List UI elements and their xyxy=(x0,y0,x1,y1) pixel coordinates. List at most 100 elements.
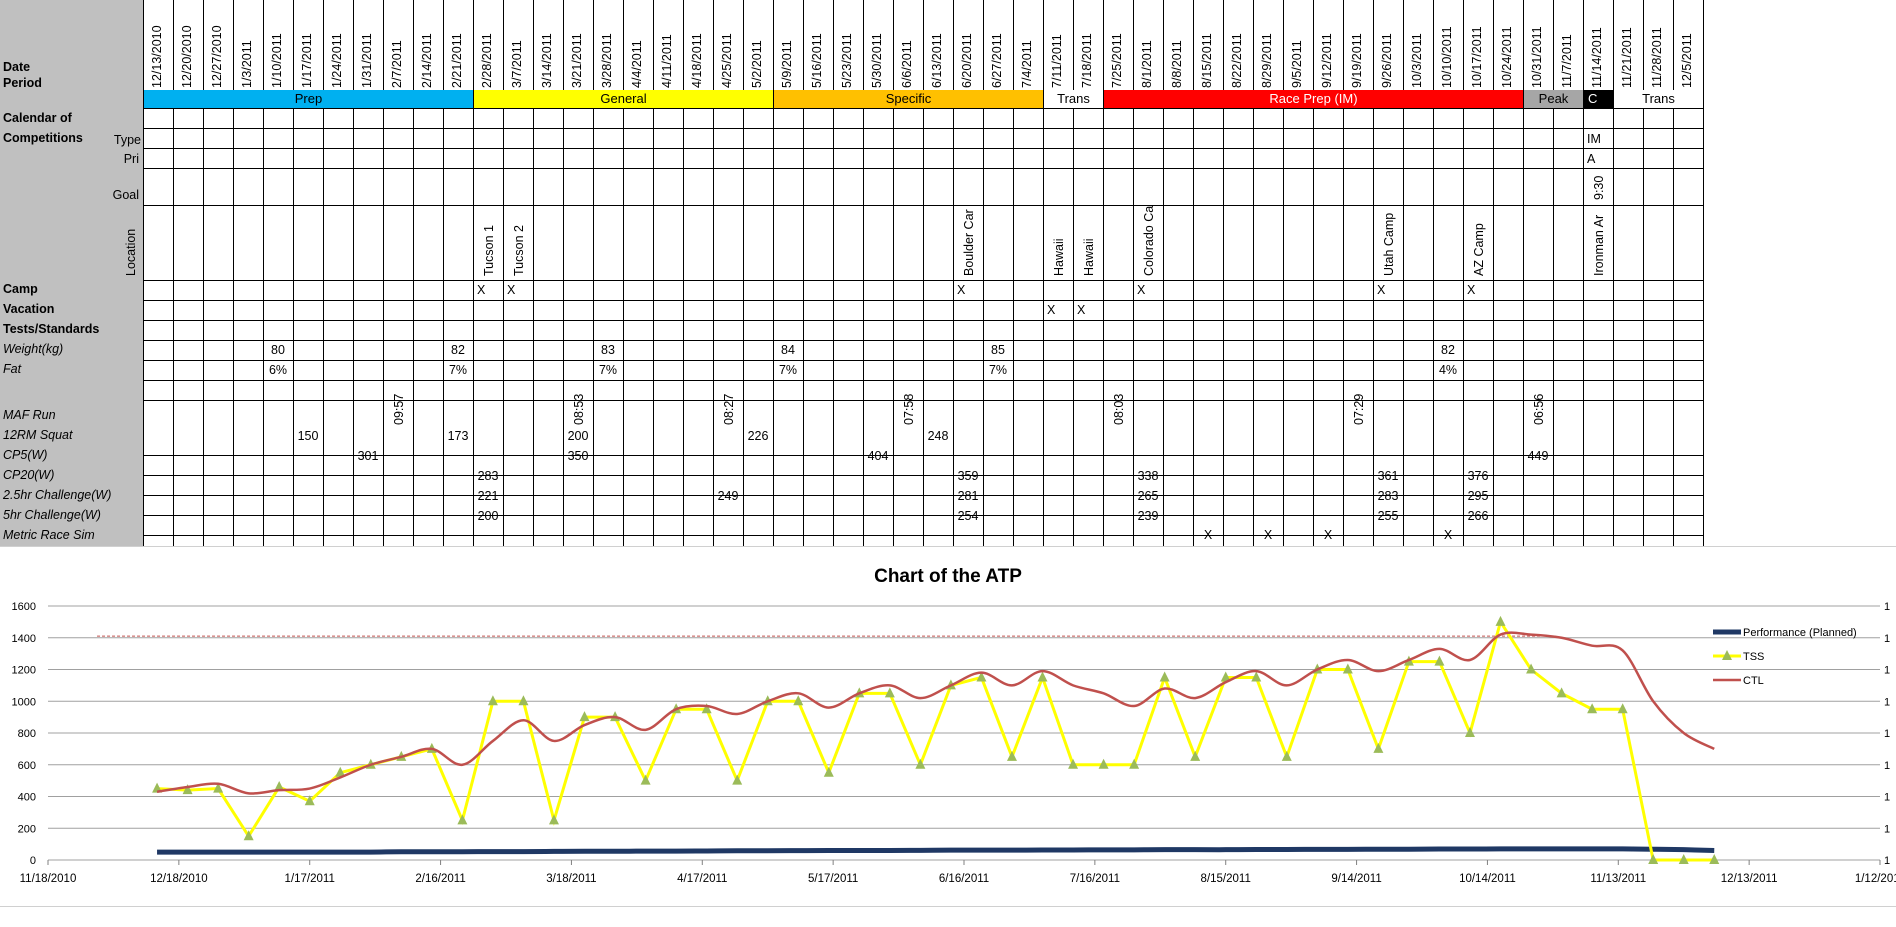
date-header: 6/13/2011 xyxy=(930,33,944,88)
row-label-fat: Fat xyxy=(3,362,22,376)
row-label-maf: MAF Run xyxy=(3,408,56,422)
cp20-cell: 283 xyxy=(477,469,499,483)
y-tick-label: 200 xyxy=(18,823,36,835)
series-performance-line xyxy=(157,846,1715,855)
date-header: 10/24/2011 xyxy=(1500,26,1514,88)
date-header: 12/5/2011 xyxy=(1680,33,1694,88)
grid-col-line xyxy=(713,0,714,546)
date-header: 9/19/2011 xyxy=(1350,33,1364,88)
c5-cell: 255 xyxy=(1377,509,1399,523)
location-cell: Boulder Car xyxy=(962,209,976,276)
date-header: 12/27/2010 xyxy=(210,25,224,88)
date-header: 9/5/2011 xyxy=(1290,40,1304,88)
x-tick-label: 3/18/2011 xyxy=(546,873,596,885)
fat-cell: 4% xyxy=(1438,363,1458,377)
cp5-cell: 449 xyxy=(1527,449,1549,463)
c5-cell: 200 xyxy=(477,509,499,523)
grid-col-line xyxy=(413,0,414,546)
grid-col-line xyxy=(1343,0,1344,546)
location-cell: Hawaii xyxy=(1082,238,1096,276)
camp-cell: X xyxy=(957,283,966,297)
metric-cell: X xyxy=(1263,528,1273,542)
atp-chart-area xyxy=(0,546,1896,907)
squat-cell: 248 xyxy=(927,429,949,443)
vacation-cell: X xyxy=(1047,303,1056,317)
tss-point xyxy=(457,814,468,825)
location-cell: AZ Camp xyxy=(1472,223,1486,276)
tss-point xyxy=(548,814,559,825)
maf-cell: 08:53 xyxy=(572,393,586,425)
date-header: 7/11/2011 xyxy=(1050,34,1064,88)
camp-cell: X xyxy=(477,283,486,297)
period-band: Trans xyxy=(1044,90,1103,108)
grid-col-line xyxy=(1433,0,1434,546)
series-tss-line xyxy=(156,618,1715,862)
tss-point xyxy=(335,766,346,777)
location-cell: Tucson 1 xyxy=(482,225,496,276)
tss-point xyxy=(579,711,590,722)
grid-col-line xyxy=(803,0,804,546)
date-header: 8/15/2011 xyxy=(1200,33,1214,88)
y-tick-label: 1000 xyxy=(12,696,36,708)
grid-col-line xyxy=(653,0,654,546)
x-tick-label: 6/16/2011 xyxy=(939,873,989,885)
row-label-column: Date Period Calendar of Competitions Typ… xyxy=(0,0,144,546)
date-header: 2/14/2011 xyxy=(420,33,434,88)
location-cell: Colorado Ca xyxy=(1142,205,1156,276)
date-header: 7/25/2011 xyxy=(1110,33,1124,88)
y-tick-label: 1200 xyxy=(12,665,36,677)
date-header: 5/30/2011 xyxy=(870,33,884,88)
squat-cell: 200 xyxy=(567,429,589,443)
grid-col-line xyxy=(953,0,954,546)
tss-point xyxy=(823,766,834,777)
x-tick-label: 12/18/2010 xyxy=(150,873,208,885)
date-header: 2/21/2011 xyxy=(450,33,464,88)
tss-point xyxy=(884,687,895,698)
tss-point xyxy=(304,795,315,806)
camp-cell: X xyxy=(1377,283,1386,297)
date-header: 7/18/2011 xyxy=(1080,33,1094,88)
x-tick-label: 1/17/2011 xyxy=(285,873,335,885)
grid-col-line xyxy=(293,0,294,546)
tss-point xyxy=(487,695,498,706)
row-label-goal: Goal xyxy=(112,188,139,202)
grid-col-line xyxy=(1463,0,1464,546)
metric-cell: X xyxy=(1443,528,1453,542)
grid-col-line xyxy=(203,0,204,546)
period-band: Race Prep (IM) xyxy=(1104,90,1523,108)
row-label-metric: Metric Race Sim xyxy=(3,528,95,542)
tss-point xyxy=(243,830,254,841)
grid-col-line xyxy=(1103,0,1104,546)
grid-col-line xyxy=(983,0,984,546)
camp-cell: X xyxy=(507,283,516,297)
y2-tick-label: 1 xyxy=(1884,823,1890,835)
grid-col-line xyxy=(1493,0,1494,546)
grid-col-line xyxy=(1673,0,1674,546)
period-band: Prep xyxy=(144,90,473,108)
chart-title: Chart of the ATP xyxy=(874,566,1022,587)
grid-col-line xyxy=(1253,0,1254,546)
grid-col-line xyxy=(233,0,234,546)
tss-point xyxy=(1068,758,1079,769)
date-header: 8/29/2011 xyxy=(1260,33,1274,88)
grid-col-line xyxy=(173,0,174,546)
grid-col-line xyxy=(773,0,774,546)
x-tick-label: 2/16/2011 xyxy=(415,873,465,885)
grid-col-line xyxy=(1043,0,1044,546)
x-tick-label: 1/12/2011 xyxy=(1855,873,1896,885)
goal-cell: 9:30 xyxy=(1592,175,1606,200)
date-header: 6/20/2011 xyxy=(960,33,974,88)
vacation-cell: X xyxy=(1077,303,1086,317)
maf-cell: 07:29 xyxy=(1352,393,1366,425)
date-header: 6/27/2011 xyxy=(990,33,1004,88)
grid-col-line xyxy=(1223,0,1224,546)
grid-col-line xyxy=(1313,0,1314,546)
date-header: 4/25/2011 xyxy=(720,33,734,88)
tss-point xyxy=(1434,655,1445,666)
date-header: 1/10/2011 xyxy=(270,33,284,88)
x-tick-label: 9/14/2011 xyxy=(1331,873,1381,885)
period-band: Specific xyxy=(774,90,1043,108)
maf-cell: 06:56 xyxy=(1532,393,1546,425)
date-header: 1/17/2011 xyxy=(300,33,314,88)
tss-point xyxy=(1006,750,1017,761)
